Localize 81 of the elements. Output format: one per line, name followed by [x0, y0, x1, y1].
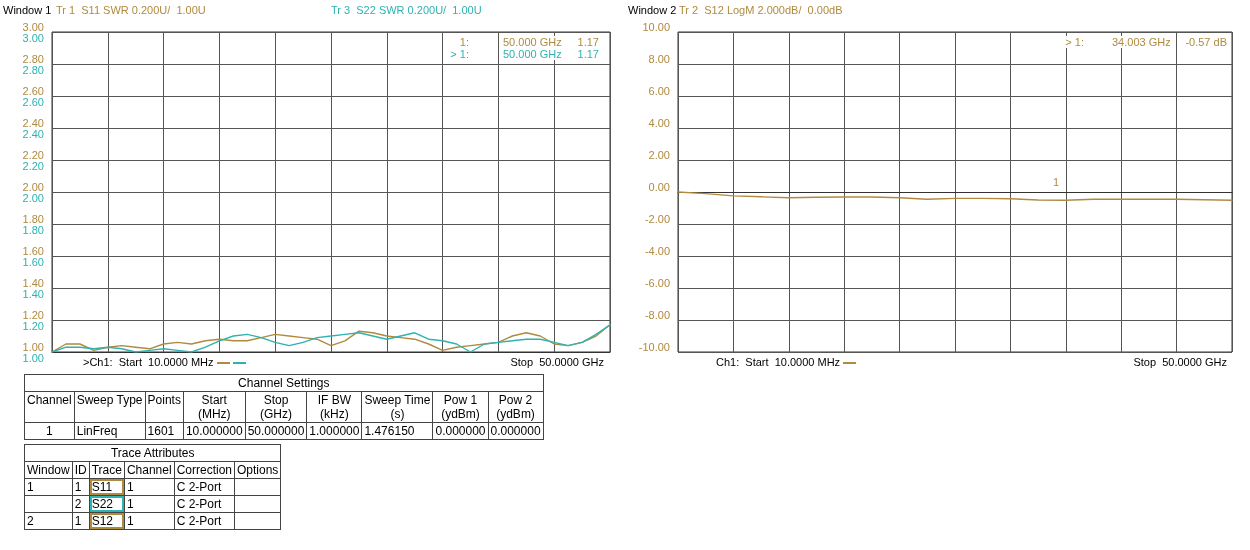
text: Trace Attributes	[24, 444, 281, 462]
annotation: 50.000 GHz	[502, 36, 563, 48]
text: Window	[24, 461, 73, 479]
y-tick-label: 8.00	[648, 52, 670, 65]
text: 1601	[145, 422, 184, 440]
text: 1.000000	[306, 422, 362, 440]
text: S12	[89, 512, 125, 530]
text: Sweep Type	[74, 391, 146, 423]
text: IF BW (kHz)	[306, 391, 362, 423]
y-tick-label: 1.60	[22, 244, 44, 257]
y-tick-label: 2.60	[22, 84, 44, 97]
text: Tr 3 S22 SWR 0.200U/ 1.00U	[330, 4, 483, 16]
text: Sweep Time (s)	[361, 391, 433, 423]
text: Tr 1 S11 SWR 0.200U/ 1.00U	[55, 4, 207, 16]
text: Stop (GHz)	[245, 391, 307, 423]
y-tick-label: -8.00	[644, 308, 670, 321]
text: Tr 2 S12 LogM 2.000dB/ 0.00dB	[678, 4, 844, 16]
text: S11	[89, 478, 125, 496]
text: 1	[72, 478, 90, 496]
y-tick-label: 3.00	[22, 20, 44, 33]
text: 2	[72, 495, 90, 513]
annotation: 1.17	[576, 36, 600, 48]
y-tick-label: 4.00	[648, 116, 670, 129]
text: Options	[234, 461, 281, 479]
text: Stop 50.0000 GHz	[1132, 356, 1228, 368]
annotation: 1	[1052, 176, 1061, 188]
annotation: > 1:	[1064, 36, 1085, 48]
text: 0.000000	[488, 422, 544, 440]
text: C 2-Port	[174, 512, 235, 530]
text: Channel	[24, 391, 75, 423]
text: Ch1: Start 10.0000 MHz	[715, 356, 858, 368]
text: Channel Settings	[24, 374, 544, 392]
text: C 2-Port	[174, 478, 235, 496]
y-tick-label: -6.00	[644, 276, 670, 289]
y-tick-label: 2.00	[648, 148, 670, 161]
text: 1	[124, 478, 175, 496]
text: Points	[145, 391, 184, 423]
text: ID	[72, 461, 90, 479]
text: 1	[124, 512, 175, 530]
text: Stop 50.0000 GHz	[509, 356, 605, 368]
text: Start (MHz)	[183, 391, 246, 423]
text: Correction	[174, 461, 235, 479]
text: 1	[124, 495, 175, 513]
text: Channel	[124, 461, 175, 479]
text: C 2-Port	[174, 495, 235, 513]
text: 2	[24, 512, 73, 530]
annotation: 34.003 GHz	[1111, 36, 1172, 48]
text: Pow 2 (ydBm)	[488, 391, 544, 423]
y-tick-label: 2.00	[22, 180, 44, 193]
text: S22	[89, 495, 125, 513]
y-tick-label: -10.00	[638, 340, 670, 353]
text: >Ch1: Start 10.0000 MHz	[82, 356, 247, 368]
y-tick-label: -2.00	[644, 212, 670, 225]
y-tick-label: 6.00	[648, 84, 670, 97]
y-tick-label: 1.20	[22, 308, 44, 321]
y-tick-label: -4.00	[644, 244, 670, 257]
annotation: -0.57 dB	[1184, 36, 1228, 48]
annotation: 1:	[458, 36, 470, 48]
y-tick-label: 0.00	[648, 180, 670, 193]
y-tick-label: 10.00	[642, 20, 670, 33]
text: 1	[72, 512, 90, 530]
text: 10.000000	[183, 422, 246, 440]
text: 0.000000	[432, 422, 489, 440]
y-tick-label: 1.40	[22, 276, 44, 289]
y-tick-label: 2.40	[22, 116, 44, 129]
text: 1	[24, 478, 73, 496]
text: 1.476150	[361, 422, 433, 440]
text: Window 2	[627, 4, 678, 16]
annotation: 50.000 GHz	[502, 48, 563, 60]
text: LinFreq	[74, 422, 146, 440]
annotation: > 1:	[449, 48, 470, 60]
y-tick-label: 2.80	[22, 52, 44, 65]
y-tick-label: 1.00	[22, 340, 44, 353]
y-tick-label: 2.20	[22, 148, 44, 161]
y-tick-label: 1.80	[22, 212, 44, 225]
text: 1	[24, 422, 75, 440]
text: Trace	[89, 461, 125, 479]
text: 50.000000	[245, 422, 307, 440]
annotation: 1.17	[576, 48, 600, 60]
text: Window 1	[2, 4, 53, 16]
text: Pow 1 (ydBm)	[432, 391, 489, 423]
